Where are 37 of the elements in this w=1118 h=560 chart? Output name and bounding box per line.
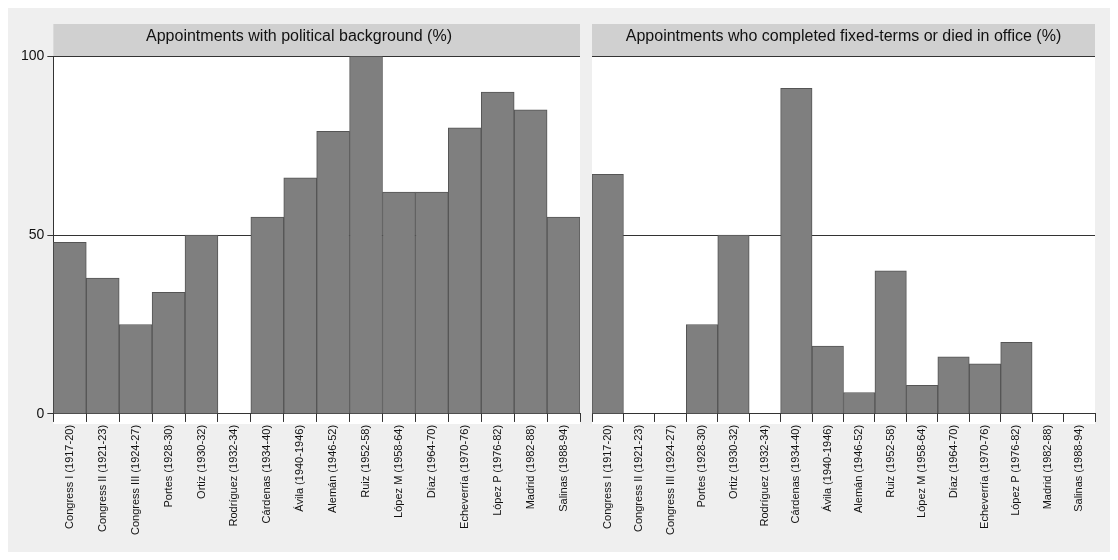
- x-tick-label: Díaz (1964-70): [424, 424, 437, 499]
- x-tick-label: Rodríguez (1932-34): [757, 424, 770, 527]
- x-tick-label: Alemán (1946-52): [852, 424, 865, 514]
- x-tick-label: Ortiz (1930-32): [194, 424, 207, 499]
- x-tick-label: Ruiz (1952-58): [883, 424, 896, 498]
- chart-title: Appointments who completed fixed-terms or died in office (%): [625, 27, 1062, 45]
- x-tick-label: Madrid (1982-88): [523, 424, 536, 510]
- x-tick-label: López P (1976-82): [1009, 424, 1022, 516]
- x-tick-label: Congress I (1917-20): [62, 424, 75, 529]
- x-tick-label: López M (1958-64): [915, 424, 928, 518]
- x-tick-label: Madrid (1982-88): [1040, 424, 1053, 510]
- x-tick-label: López M (1958-64): [392, 424, 404, 518]
- x-tick-label: Rodríguez (1932-34): [227, 424, 240, 527]
- x-tick-label: Ortiz (1930-32): [726, 424, 739, 499]
- x-tick-label: Congress I (1917-20): [600, 424, 613, 529]
- x-tick-label: Portes (1928-30): [161, 424, 174, 508]
- x-tick-label: Salinas (1988-94): [556, 424, 569, 512]
- x-tick-label: Ávila (1940-1946): [820, 424, 833, 512]
- y-tick-label: 0: [36, 404, 45, 421]
- chart-title: Appointments with political background (%): [146, 27, 452, 45]
- x-tick-label: Echeverría (1970-76): [457, 424, 470, 529]
- x-tick-label: Díaz (1964-70): [946, 424, 959, 499]
- x-tick-label: Cárdenas (1934-40): [260, 424, 273, 524]
- y-tick-label: 100: [21, 47, 45, 64]
- x-tick-label: Congress II (1921-23): [632, 424, 645, 532]
- x-tick-label: Salinas (1988-94): [1072, 424, 1085, 512]
- x-tick-label: Alemán (1946-52): [326, 424, 339, 514]
- x-tick-label: Portes (1928-30): [695, 424, 708, 508]
- x-tick-label: Ruiz (1952-58): [359, 424, 372, 498]
- x-tick-label: Congress III (1924-27): [663, 424, 676, 536]
- x-tick-label: Echeverría (1970-76): [978, 424, 990, 529]
- y-tick-label: 50: [28, 225, 45, 242]
- x-tick-label: López P (1976-82): [490, 424, 503, 516]
- x-tick-label: Congress III (1924-27): [128, 424, 141, 536]
- x-tick-label: Congress II (1921-23): [95, 424, 108, 532]
- x-tick-label: Cárdenas (1934-40): [789, 424, 802, 524]
- x-tick-label: Ávila (1940-1946): [293, 424, 306, 512]
